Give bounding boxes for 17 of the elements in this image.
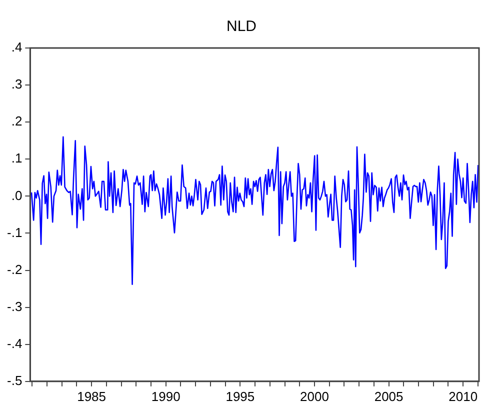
y-tick-label: .1: [11, 150, 22, 166]
y-tick-label: .0: [11, 188, 22, 203]
y-tick-label: -.5: [7, 372, 22, 388]
x-tick-label: 2000: [300, 388, 329, 404]
x-tick-label: 1985: [77, 388, 106, 404]
x-tick-label: 1990: [151, 388, 180, 404]
y-tick-label: .4: [11, 40, 22, 55]
x-tick-label: 2010: [448, 388, 478, 404]
chart-title: NLD: [226, 18, 257, 36]
y-tick-label: -.2: [7, 262, 22, 277]
x-tick-label: 2005: [374, 388, 404, 404]
y-tick-label: -.1: [7, 224, 22, 240]
x-tick-label: 1995: [226, 388, 255, 404]
y-tick-label: -.4: [7, 336, 22, 351]
y-tick-label: .2: [11, 114, 22, 129]
y-tick-label: .3: [11, 76, 22, 92]
y-tick-label: -.3: [7, 298, 22, 314]
